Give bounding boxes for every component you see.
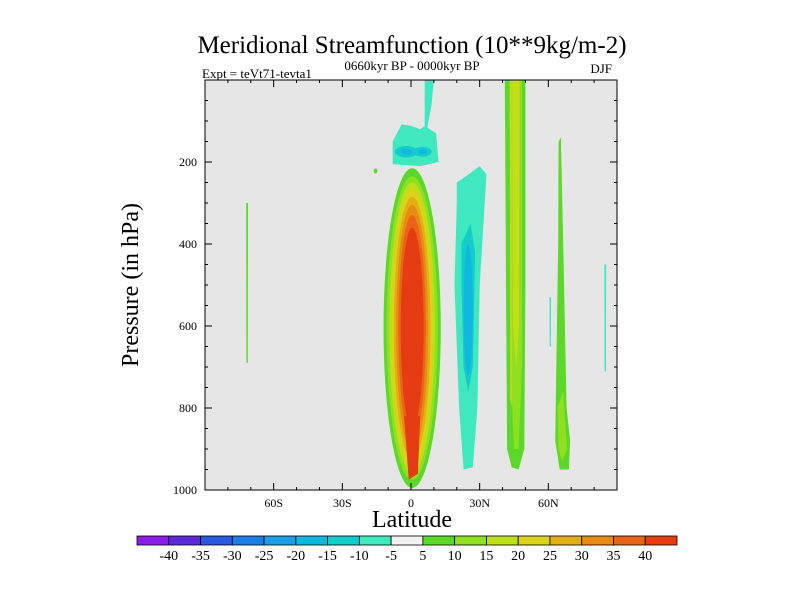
colorbar-swatch: [168, 535, 201, 546]
y-axis: 200 400 600 800 1000: [173, 100, 617, 497]
x-axis: 60S 30S 0 30N 60N: [227, 80, 595, 510]
small-positive-blob: [373, 168, 378, 174]
x-tick-label: 0: [408, 496, 414, 510]
colorbar: -40 -35 -30 -25 -20 -15 -10 -5 5 10 15 20 25 30 35 40: [136, 535, 678, 564]
colorbar-label: -5: [385, 549, 397, 564]
colorbar-swatch: [644, 535, 678, 546]
x-tick-label: 30S: [333, 496, 352, 510]
colorbar-swatch: [486, 535, 519, 546]
colorbar-swatch: [549, 535, 583, 546]
colorbar-swatch: [390, 535, 424, 546]
subpolar-negative-sliver: [549, 297, 552, 347]
colorbar-label: 10: [448, 549, 462, 564]
colorbar-label: -35: [191, 549, 210, 564]
colorbar-label: -25: [255, 549, 274, 564]
colorbar-label: 30: [575, 549, 589, 564]
upper-negative-core: [400, 148, 413, 155]
x-tick-label: 60S: [264, 496, 283, 510]
season-label: DJF: [590, 61, 612, 76]
experiment-label: Expt = teVt71-tevta1: [202, 66, 312, 81]
chart-title: Meridional Streamfunction (10**9kg/m-2): [197, 32, 626, 59]
colorbar-label: -20: [286, 549, 305, 564]
contour-fields: [246, 80, 607, 488]
subtropical-negative-core: [463, 244, 473, 376]
colorbar-swatch: [581, 535, 614, 546]
upper-negative-plume: [424, 80, 434, 130]
subpolar-positive-outer: [555, 137, 571, 470]
colorbar-label: -40: [159, 549, 178, 564]
colorbar-label: -30: [223, 549, 242, 564]
southern-positive-line: [246, 203, 248, 363]
equatorial-cell-contour: [400, 227, 424, 429]
subpolar-positive-mid: [557, 391, 568, 462]
midlatitude-positive-streak: [515, 80, 518, 326]
colorbar-label: 15: [479, 549, 493, 564]
x-tick-label: 30N: [469, 496, 490, 510]
x-tick-label: 60N: [538, 496, 559, 510]
colorbar-swatch: [613, 535, 646, 546]
colorbar-swatch: [295, 535, 328, 546]
y-tick-label: 1000: [173, 483, 197, 497]
y-tick-label: 800: [179, 401, 197, 415]
colorbar-label: 5: [419, 549, 426, 564]
midlatitude-positive-streak: [510, 80, 512, 408]
colorbar-label: -15: [318, 549, 337, 564]
colorbar-swatch: [422, 535, 456, 546]
colorbar-swatch: [358, 535, 392, 546]
colorbar-label: 35: [606, 549, 620, 564]
upper-negative-outer: [392, 124, 439, 167]
y-axis-label: Pressure (in hPa): [118, 203, 144, 367]
y-tick-label: 200: [179, 155, 197, 169]
period-label: 0660kyr BP - 0000kyr BP: [344, 58, 479, 73]
colorbar-swatch: [231, 535, 265, 546]
colorbar-swatch: [454, 535, 487, 546]
midlatitude-positive-core: [512, 80, 520, 367]
colorbar-swatch: [263, 535, 297, 546]
colorbar-label: 20: [511, 549, 525, 564]
y-tick-label: 600: [179, 319, 197, 333]
colorbar-label: -10: [350, 549, 369, 564]
colorbar-swatch: [136, 535, 170, 546]
polar-negative-line: [604, 264, 607, 372]
colorbar-swatch: [517, 535, 551, 546]
colorbar-label: 25: [543, 549, 557, 564]
upper-negative-core: [417, 149, 428, 155]
colorbar-swatch: [200, 535, 233, 546]
colorbar-label: 40: [638, 549, 652, 564]
equatorial-cell-core: [404, 416, 421, 480]
colorbar-swatch: [327, 535, 360, 546]
y-tick-label: 400: [179, 237, 197, 251]
x-axis-label: Latitude: [372, 507, 452, 533]
